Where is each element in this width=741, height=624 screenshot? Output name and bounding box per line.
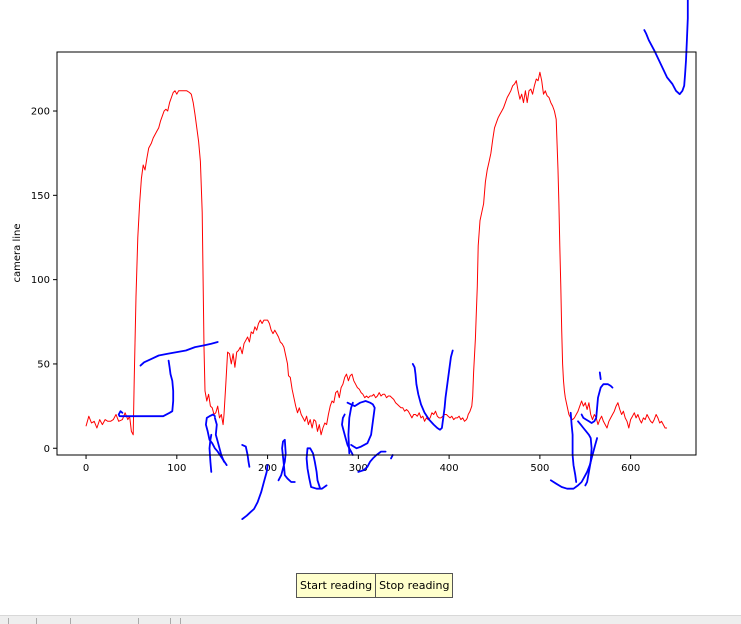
freehand-stroke: [411, 349, 454, 431]
freehand-stroke: [208, 433, 213, 473]
freehand-stroke: [305, 447, 328, 490]
x-tick-label: 300: [349, 463, 368, 474]
freehand-stroke: [598, 371, 602, 380]
y-tick-label: 0: [44, 444, 50, 455]
freehand-stroke: [569, 411, 578, 483]
toolbar-separator: [170, 618, 171, 624]
series-line: [85, 71, 667, 436]
freehand-stroke: [549, 437, 598, 490]
y-tick-label: 100: [31, 275, 50, 286]
freehand-stroke: [119, 359, 175, 418]
x-tick-label: 400: [440, 463, 459, 474]
toolbar-separator: [36, 618, 37, 624]
stop-reading-button[interactable]: Stop reading: [376, 573, 454, 598]
freehand-stroke: [139, 341, 219, 367]
x-tick-label: 500: [530, 463, 549, 474]
freehand-stroke: [643, 0, 689, 96]
toolbar-separator: [70, 618, 71, 624]
freehand-stroke: [341, 413, 354, 456]
axes-frame: [56, 51, 697, 456]
x-tick-label: 100: [167, 463, 186, 474]
freehand-stroke: [347, 401, 354, 455]
toolbar-separator: [138, 618, 139, 624]
y-tick-label: 150: [31, 191, 50, 202]
toolbar-separator: [8, 618, 9, 624]
freehand-stroke: [577, 420, 593, 487]
freehand-stroke: [346, 400, 376, 450]
freehand-stroke: [277, 438, 296, 483]
freehand-stroke: [357, 450, 387, 473]
navigation-toolbar: [0, 615, 741, 624]
start-reading-button[interactable]: Start reading: [296, 573, 377, 598]
freehand-stroke: [205, 413, 228, 466]
freehand-stroke: [390, 454, 394, 460]
plot-area: [57, 52, 696, 455]
button-row: Start reading Stop reading: [296, 573, 454, 598]
x-tick-label: 600: [621, 463, 640, 474]
x-tick-label: 0: [83, 463, 89, 474]
y-tick-label: 50: [37, 359, 50, 370]
y-axis-label: camera line: [12, 224, 23, 283]
y-tick-label: 200: [31, 107, 50, 118]
freehand-stroke: [117, 410, 124, 418]
freehand-stroke: [241, 464, 269, 520]
toolbar-separator: [180, 618, 181, 624]
freehand-stroke: [580, 383, 614, 424]
